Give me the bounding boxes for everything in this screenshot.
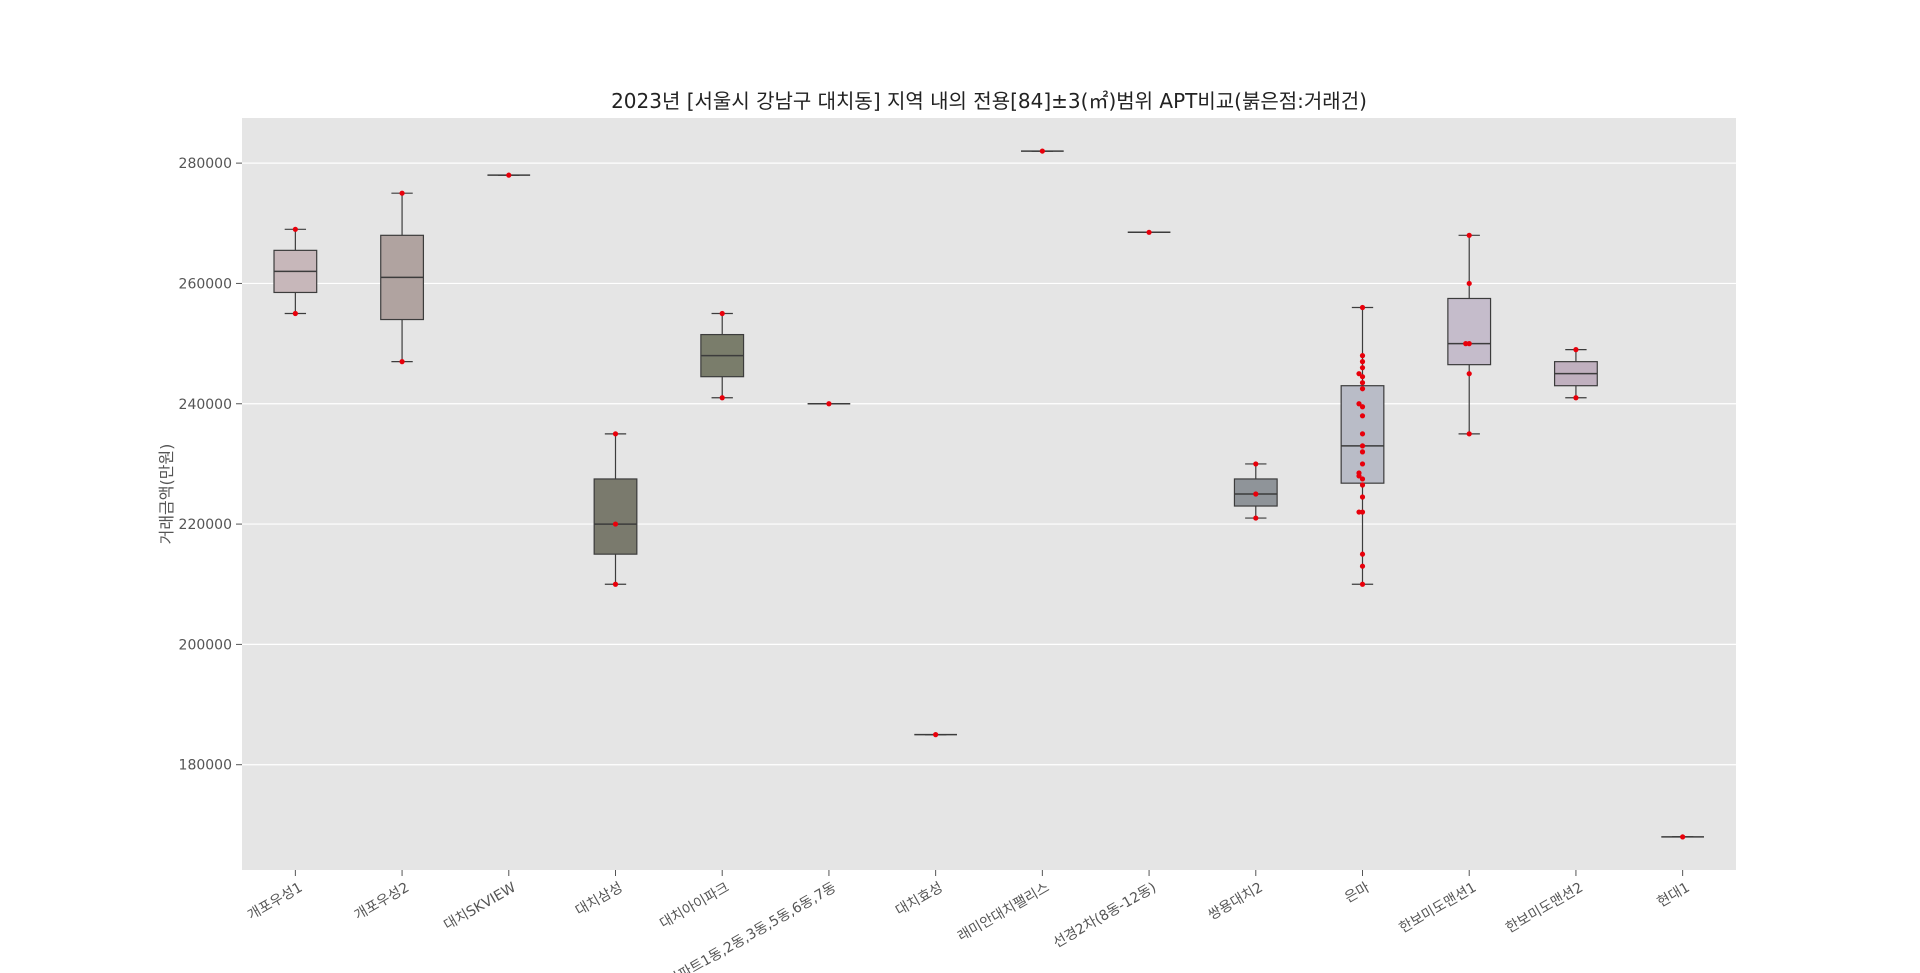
box-plot — [273, 228, 318, 315]
x-axis-ticks: 개포우성1 개포우성2 대치SKVIEW 대치삼성 대치아이파크대치우성아파트1동,2동… — [245, 870, 1693, 973]
box-plot — [1447, 234, 1492, 435]
transaction-point — [1356, 470, 1362, 476]
transaction-point — [1466, 280, 1472, 287]
x-tick-label: 선경2차(8동-12동) — [1051, 880, 1159, 952]
transaction-point — [1359, 482, 1366, 488]
plot-area — [242, 118, 1736, 870]
transaction-point — [1359, 449, 1366, 455]
x-tick-label: 개포우성1 — [245, 880, 305, 924]
transaction-point — [1359, 353, 1366, 359]
transaction-point — [1359, 380, 1366, 386]
transaction-point — [399, 359, 405, 365]
box — [1447, 297, 1492, 366]
transaction-point — [1573, 347, 1579, 353]
transaction-point — [1466, 232, 1472, 238]
transaction-point — [1359, 476, 1366, 482]
transaction-point — [1359, 386, 1366, 392]
transaction-point — [1466, 371, 1472, 377]
y-tick-label: 280000 — [179, 156, 232, 172]
transaction-point — [1573, 395, 1579, 401]
transaction-point — [612, 581, 619, 587]
x-tick-label: 현대1 — [1655, 880, 1693, 911]
transaction-point — [1359, 431, 1366, 437]
x-tick-label: 개포우성2 — [352, 880, 412, 924]
transaction-point — [506, 172, 512, 178]
y-tick-label: 200000 — [179, 637, 232, 653]
transaction-point — [826, 401, 832, 407]
transaction-point — [612, 431, 619, 437]
transaction-point — [1359, 581, 1366, 587]
transaction-point — [719, 310, 725, 317]
y-axis-ticks: 180000 200000 220000 240000 260000 280000 — [179, 156, 242, 774]
transaction-point — [1359, 404, 1366, 410]
box-plot — [700, 312, 745, 399]
x-tick-label: 한보미도맨션1 — [1397, 880, 1480, 937]
transaction-point — [1466, 431, 1472, 437]
chart-title: 2023년 [서울시 강남구 대치동] 지역 내의 전용[84]±3(㎡)범위 … — [611, 89, 1367, 113]
box-plot — [1553, 349, 1598, 399]
transaction-point — [612, 521, 619, 527]
x-tick-label: 래미안대치팰리스 — [955, 880, 1052, 945]
box — [593, 478, 638, 555]
y-axis-label: 거래금액(만원) — [157, 444, 176, 545]
x-tick-label: 대치효성 — [893, 880, 946, 920]
x-tick-label: 은마 — [1342, 880, 1372, 907]
transaction-point — [1356, 371, 1362, 377]
transaction-point — [292, 310, 298, 317]
transaction-point — [1039, 148, 1045, 154]
box-plot — [380, 192, 425, 363]
transaction-point — [1146, 229, 1152, 235]
x-tick-label: 대치아이파크 — [657, 880, 732, 933]
transaction-point — [292, 226, 298, 232]
y-tick-label: 260000 — [179, 276, 232, 292]
x-tick-label: 한보미도맨션2 — [1503, 880, 1586, 937]
transaction-point — [1463, 341, 1469, 347]
transaction-point — [1359, 359, 1366, 365]
transaction-point — [1680, 834, 1686, 840]
transaction-point — [1359, 461, 1366, 467]
x-tick-label: 대치삼성 — [573, 880, 626, 920]
transaction-point — [1359, 563, 1366, 569]
transaction-point — [1359, 413, 1366, 419]
y-tick-label: 240000 — [179, 397, 232, 413]
transaction-point — [1253, 461, 1259, 467]
x-tick-label: 쌍용대치2 — [1205, 880, 1265, 924]
transaction-point — [1253, 491, 1259, 497]
transaction-point — [1359, 365, 1366, 371]
points-layer — [292, 148, 1686, 840]
grid-lines — [242, 162, 1736, 766]
transaction-point — [1253, 515, 1259, 521]
transaction-point — [1356, 401, 1362, 407]
transaction-point — [933, 732, 939, 738]
transaction-point — [1359, 551, 1366, 557]
transaction-point — [1359, 304, 1366, 311]
transaction-point — [1359, 443, 1366, 449]
transaction-point — [719, 395, 725, 401]
transaction-point — [399, 190, 405, 196]
y-tick-label: 220000 — [179, 517, 232, 533]
transaction-point — [1356, 509, 1362, 515]
y-tick-label: 180000 — [179, 758, 232, 774]
transaction-point — [1359, 374, 1366, 380]
box-plot — [593, 433, 638, 585]
x-tick-label: 대치SKVIEW — [441, 880, 519, 934]
transaction-point — [1359, 494, 1366, 500]
